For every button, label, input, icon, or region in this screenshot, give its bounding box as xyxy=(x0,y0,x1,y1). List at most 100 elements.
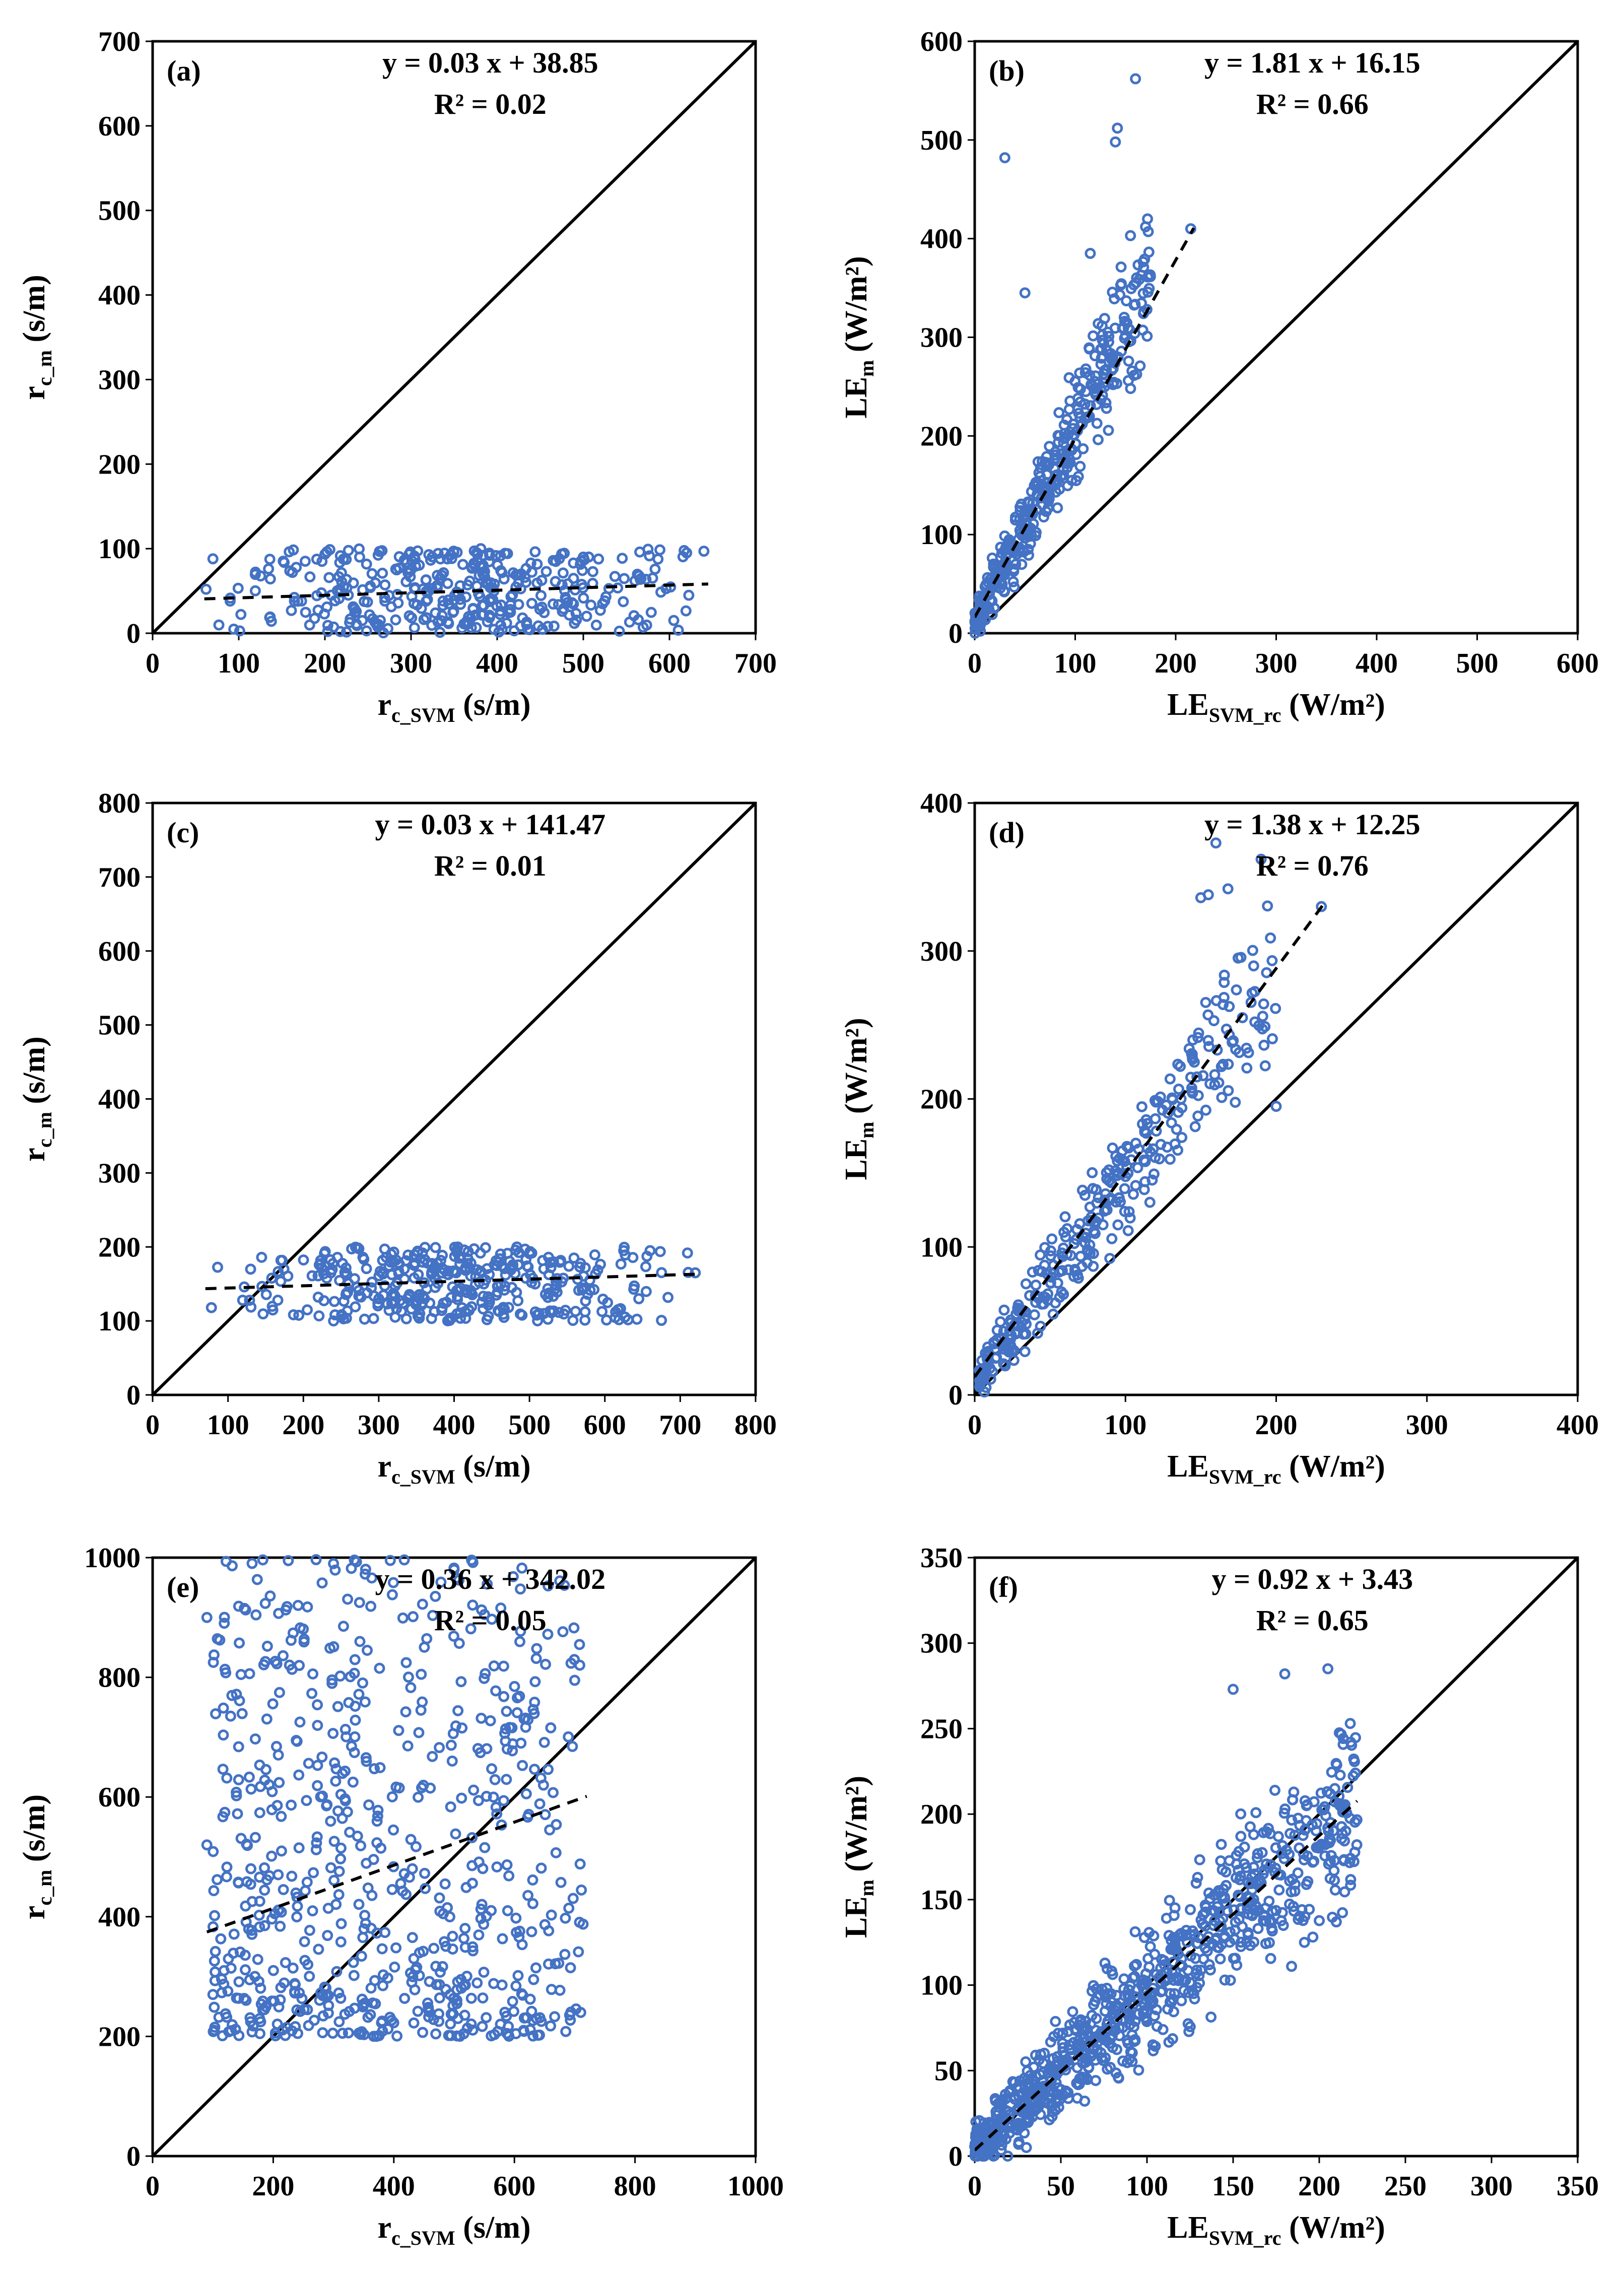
data-point xyxy=(1180,1974,1191,1986)
data-point xyxy=(319,1248,330,1259)
data-point xyxy=(443,1265,454,1277)
data-point xyxy=(500,1269,511,1281)
data-point xyxy=(567,1315,579,1326)
data-point xyxy=(1270,1905,1282,1916)
data-point xyxy=(1033,467,1045,479)
data-point xyxy=(514,1636,526,1647)
data-point xyxy=(208,1846,219,1857)
data-point xyxy=(207,553,219,565)
data-point xyxy=(480,1242,491,1253)
data-point xyxy=(257,1308,269,1320)
data-point xyxy=(1075,2014,1087,2026)
data-point xyxy=(267,1698,279,1710)
data-point xyxy=(1225,1974,1236,1986)
data-point xyxy=(413,1269,424,1281)
data-point xyxy=(1255,853,1267,865)
y-tick-label: 300 xyxy=(98,364,141,395)
x-tick-label: 500 xyxy=(562,648,604,679)
data-point xyxy=(1215,1855,1227,1867)
data-point xyxy=(400,1889,412,1900)
data-point xyxy=(424,1976,435,1987)
data-point xyxy=(465,1992,477,2004)
data-point xyxy=(615,1258,627,1270)
data-point xyxy=(412,2005,424,2017)
data-point xyxy=(1252,1848,1263,1859)
data-point xyxy=(579,1262,591,1274)
data-point xyxy=(304,1924,315,1936)
data-point xyxy=(1138,1932,1150,1944)
data-point xyxy=(1316,901,1327,912)
data-point xyxy=(1054,2094,1065,2106)
data-point xyxy=(999,152,1010,164)
data-point xyxy=(524,1269,536,1281)
data-point xyxy=(1252,1923,1264,1934)
data-point xyxy=(287,1962,299,1974)
data-point xyxy=(1167,1094,1178,1105)
data-point xyxy=(355,1291,367,1303)
data-point xyxy=(467,1599,479,1611)
x-tick-label: 400 xyxy=(433,1410,476,1441)
data-point xyxy=(341,554,352,565)
data-point xyxy=(548,598,559,610)
data-point xyxy=(322,1930,333,1941)
data-point xyxy=(501,1859,513,1870)
data-point xyxy=(359,1568,371,1580)
data-point xyxy=(683,589,695,601)
data-point xyxy=(1121,317,1133,328)
data-point xyxy=(507,1745,518,1757)
data-point xyxy=(275,1254,287,1266)
data-point xyxy=(499,1727,511,1739)
data-point xyxy=(275,1276,287,1287)
data-point xyxy=(420,574,432,585)
data-point xyxy=(273,1266,284,1278)
data-point xyxy=(286,1870,298,1882)
data-point xyxy=(1022,2065,1033,2077)
data-point xyxy=(409,1257,421,1269)
data-point xyxy=(490,1685,502,1697)
data-point xyxy=(1265,1859,1276,1870)
data-point xyxy=(1125,383,1136,394)
x-tick-label: 0 xyxy=(968,648,982,679)
data-point xyxy=(597,1293,609,1305)
data-point xyxy=(996,578,1008,590)
data-point xyxy=(1204,1964,1216,1976)
y-tick-label: 700 xyxy=(98,26,141,57)
data-point xyxy=(317,2027,328,2039)
data-point xyxy=(1215,1839,1227,1850)
data-point xyxy=(1046,1233,1058,1245)
data-point xyxy=(327,1727,339,1739)
data-point xyxy=(486,1614,498,1625)
data-point xyxy=(465,2018,477,2030)
data-point xyxy=(217,2030,228,2042)
x-axis-title: rc_SVM (s/m) xyxy=(378,1449,531,1488)
data-point xyxy=(397,1612,409,1624)
data-point xyxy=(1030,1297,1042,1308)
data-point xyxy=(233,1600,244,1612)
data-point xyxy=(1071,1224,1082,1235)
data-point xyxy=(1133,2064,1144,2076)
data-point xyxy=(435,1254,447,1266)
data-point xyxy=(514,1691,525,1702)
data-point xyxy=(1224,1001,1235,1013)
data-point xyxy=(1222,1905,1233,1917)
data-point xyxy=(577,565,588,576)
data-point xyxy=(235,1833,247,1844)
data-point xyxy=(436,1267,448,1279)
data-point xyxy=(525,557,536,569)
data-point xyxy=(1346,1739,1358,1751)
data-point xyxy=(1121,1141,1133,1152)
data-point xyxy=(1127,1188,1139,1200)
data-point xyxy=(246,2026,258,2038)
data-point xyxy=(481,1263,493,1275)
y-axis-title: rc_m (s/m) xyxy=(17,1036,56,1161)
data-point xyxy=(527,1704,539,1715)
data-point xyxy=(1230,1097,1241,1108)
data-point xyxy=(1263,1937,1275,1949)
data-point xyxy=(335,1853,347,1864)
data-point xyxy=(990,2095,1001,2107)
data-point xyxy=(373,619,384,630)
data-point xyxy=(1126,2029,1138,2041)
data-point xyxy=(535,1862,547,1874)
data-point xyxy=(546,1909,557,1921)
data-point xyxy=(1143,246,1155,258)
